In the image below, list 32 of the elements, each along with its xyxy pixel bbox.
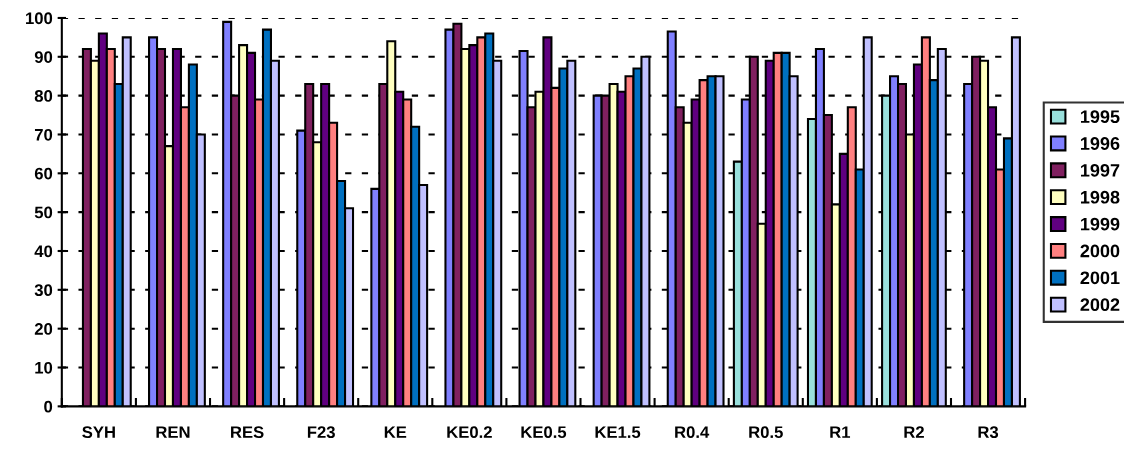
legend-label: 2000 <box>1080 244 1120 258</box>
y-tick-label: 50 <box>34 206 53 219</box>
y-tick-label: 40 <box>34 245 53 258</box>
legend-label: 1999 <box>1081 217 1120 231</box>
legend-label: 1998 <box>1081 190 1120 204</box>
x-tick-label: R3 <box>978 426 999 439</box>
legend-label: 1995 <box>1081 110 1120 124</box>
x-tick-label: KE0.5 <box>521 426 567 439</box>
x-tick-label: R0.5 <box>749 426 783 439</box>
y-tick-label: 100 <box>26 12 53 25</box>
x-tick-label: REN <box>156 426 190 438</box>
y-tick-label: 0 <box>44 400 53 413</box>
x-tick-label: R1 <box>830 426 851 438</box>
y-tick-label: 90 <box>34 51 53 63</box>
legend-label: 2002 <box>1080 298 1120 312</box>
x-tick-label: KE <box>384 426 407 438</box>
x-tick-label: KE1.5 <box>595 426 641 439</box>
legend-label: 1996 <box>1081 137 1120 150</box>
x-tick-label: KE0.2 <box>447 426 492 439</box>
y-tick-label: 30 <box>34 284 53 297</box>
y-tick-label: 10 <box>35 361 53 374</box>
x-tick-label: SYH <box>82 426 115 439</box>
y-tick-label: 70 <box>34 128 53 141</box>
x-tick-label: R2 <box>904 426 924 438</box>
legend-label: 2001 <box>1080 271 1120 285</box>
x-tick-label: R0.4 <box>675 426 710 439</box>
y-tick-label: 80 <box>34 90 53 102</box>
x-tick-label: F23 <box>307 426 335 439</box>
y-tick-label: 20 <box>34 323 53 335</box>
x-tick-label: RES <box>231 426 264 439</box>
legend-label: 1997 <box>1081 163 1120 177</box>
y-tick-label: 60 <box>34 167 53 180</box>
